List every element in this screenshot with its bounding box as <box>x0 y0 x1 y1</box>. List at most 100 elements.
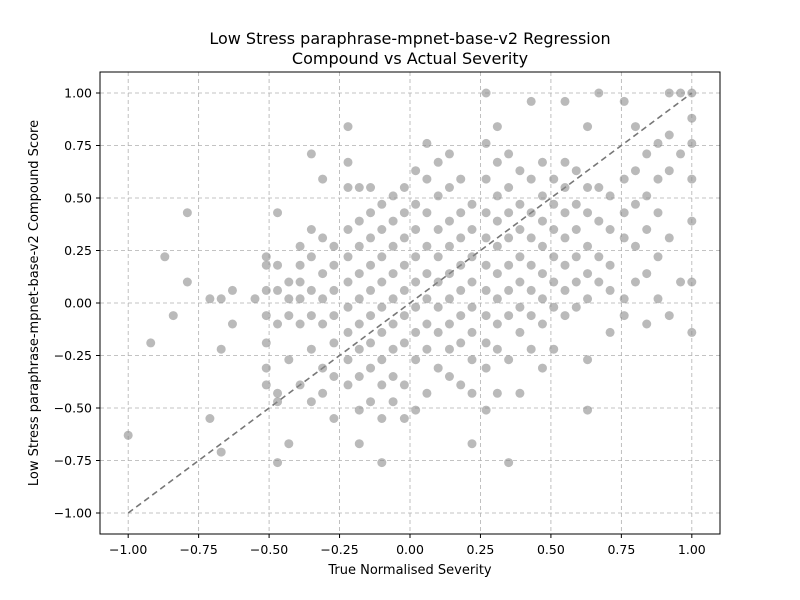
data-point <box>583 294 593 304</box>
data-point <box>273 319 283 329</box>
data-point <box>182 208 192 218</box>
data-point <box>537 157 547 167</box>
data-point <box>630 277 640 287</box>
data-point <box>273 397 283 407</box>
data-point <box>343 252 353 262</box>
data-point <box>366 311 376 321</box>
data-point <box>295 380 305 390</box>
data-point <box>504 233 514 243</box>
data-point <box>605 327 615 337</box>
data-point <box>467 277 477 287</box>
data-point <box>377 458 387 468</box>
data-point <box>571 302 581 312</box>
data-point <box>295 241 305 251</box>
y-tick-label: −0.25 <box>54 348 92 363</box>
data-point <box>492 216 502 226</box>
data-point <box>537 216 547 226</box>
data-point <box>433 157 443 167</box>
data-point <box>318 233 328 243</box>
data-point <box>492 388 502 398</box>
data-point <box>422 241 432 251</box>
data-point <box>411 252 421 262</box>
data-point <box>549 277 559 287</box>
data-point <box>329 372 339 381</box>
data-point <box>329 241 339 251</box>
data-point <box>515 225 525 234</box>
data-point <box>318 269 328 279</box>
data-point <box>537 363 547 373</box>
data-point <box>605 225 615 234</box>
data-point <box>444 344 454 354</box>
data-point <box>422 208 432 218</box>
data-point <box>515 388 525 398</box>
data-point <box>664 88 674 98</box>
data-point <box>504 311 514 321</box>
data-point <box>481 174 491 184</box>
data-point <box>261 311 271 321</box>
data-point <box>481 405 491 415</box>
data-point <box>422 269 432 279</box>
data-point <box>377 380 387 390</box>
data-point <box>123 430 133 440</box>
data-point <box>295 294 305 304</box>
data-point <box>676 88 686 98</box>
data-point <box>422 138 432 148</box>
data-point <box>354 269 364 279</box>
data-point <box>227 319 237 329</box>
reference-diagonal-line <box>127 92 693 514</box>
data-point <box>227 285 237 295</box>
x-axis-label: True Normalised Severity <box>327 563 492 578</box>
data-point <box>571 277 581 287</box>
data-point <box>504 149 514 159</box>
data-point <box>261 338 271 348</box>
data-point <box>399 311 409 321</box>
data-point <box>422 344 432 354</box>
data-point <box>492 294 502 304</box>
data-point <box>619 174 629 184</box>
data-point <box>329 338 339 348</box>
data-point <box>653 294 663 304</box>
data-point <box>456 285 466 295</box>
data-point <box>594 88 604 98</box>
data-point <box>399 233 409 243</box>
data-point <box>687 113 697 123</box>
data-point <box>515 327 525 337</box>
data-point <box>422 174 432 184</box>
data-point <box>182 277 192 287</box>
data-point <box>605 285 615 295</box>
data-point <box>399 208 409 218</box>
data-point <box>537 319 547 329</box>
data-point <box>504 208 514 218</box>
data-point <box>250 294 260 304</box>
data-point <box>318 294 328 304</box>
data-point <box>481 338 491 348</box>
data-point <box>444 241 454 251</box>
data-point <box>306 397 316 407</box>
data-point <box>664 311 674 321</box>
data-point <box>318 174 328 184</box>
data-point <box>676 149 686 159</box>
data-point <box>388 241 398 251</box>
data-point <box>492 191 502 201</box>
x-tick-label: 0.25 <box>467 542 495 557</box>
data-point <box>366 338 376 348</box>
data-point <box>366 285 376 295</box>
data-point <box>444 216 454 226</box>
data-point <box>422 319 432 329</box>
data-point <box>261 260 271 270</box>
data-point <box>343 183 353 192</box>
data-point <box>630 241 640 251</box>
data-point <box>642 149 652 159</box>
data-point <box>261 252 271 262</box>
data-point <box>642 225 652 234</box>
data-point <box>526 344 536 354</box>
data-point <box>366 233 376 243</box>
y-tick-label: −1.00 <box>54 506 92 521</box>
data-point <box>399 183 409 192</box>
data-point <box>492 157 502 167</box>
data-point <box>366 397 376 407</box>
data-point <box>583 183 593 192</box>
data-point <box>216 447 226 457</box>
data-point <box>537 269 547 279</box>
